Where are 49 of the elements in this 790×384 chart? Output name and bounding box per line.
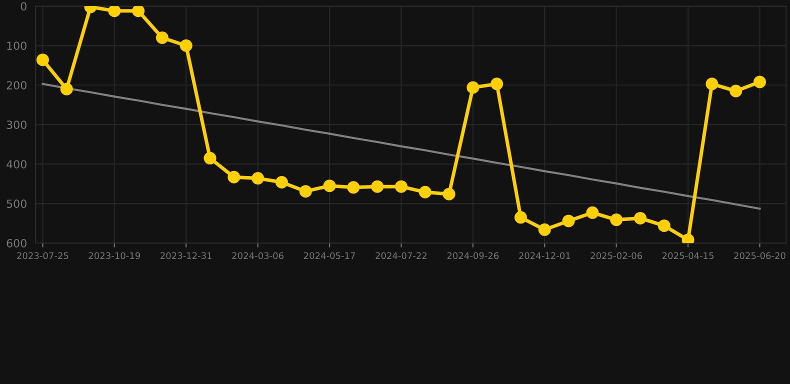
y-tick-label: 200 (6, 81, 26, 90)
point (658, 219, 670, 232)
x-tick-label: 2025-06-20 (734, 252, 786, 260)
point (706, 78, 718, 90)
y-tick-label: 600 (6, 239, 26, 248)
point (180, 39, 192, 52)
point (347, 181, 360, 194)
y-tick-label: 400 (6, 160, 26, 168)
point (252, 172, 264, 185)
point (586, 206, 599, 219)
y-tick-label: 0 (20, 2, 26, 11)
x-tick-label: 2023-10-19 (88, 252, 140, 260)
point (108, 6, 121, 18)
point (371, 180, 384, 193)
point (275, 176, 288, 189)
x-tick-label: 2023-07-25 (17, 252, 68, 260)
x-tick-label: 2024-09-26 (447, 252, 499, 260)
point (514, 211, 527, 224)
point (418, 186, 432, 198)
point (682, 234, 694, 244)
point (132, 6, 145, 18)
point (442, 188, 456, 200)
point (156, 31, 168, 44)
point (634, 212, 647, 224)
point (538, 223, 551, 236)
y-tick-label: 500 (6, 200, 26, 208)
y-tick-label: 100 (7, 42, 26, 50)
point (730, 84, 742, 98)
x-tick-label: 2023-12-31 (160, 252, 212, 260)
x-tick-label: 2025-02-06 (590, 252, 642, 260)
x-tick-label: 2024-12-01 (519, 252, 570, 260)
point (610, 214, 623, 226)
y-tick-label: 300 (6, 120, 26, 129)
point (562, 214, 575, 228)
point (299, 185, 312, 198)
x-tick-label: 2025-04-15 (662, 252, 714, 260)
x-tick-label: 2024-05-17 (304, 252, 355, 260)
point (60, 82, 73, 96)
point (323, 180, 336, 192)
x-tick-label: 2024-07-22 (376, 252, 427, 260)
x-tick-label: 2024-03-06 (232, 252, 284, 260)
point (754, 76, 766, 88)
line-series (42, 82, 761, 210)
point (204, 152, 216, 164)
point (36, 54, 49, 66)
point (490, 78, 504, 90)
point (228, 170, 240, 184)
point (466, 81, 480, 94)
point (394, 180, 408, 193)
